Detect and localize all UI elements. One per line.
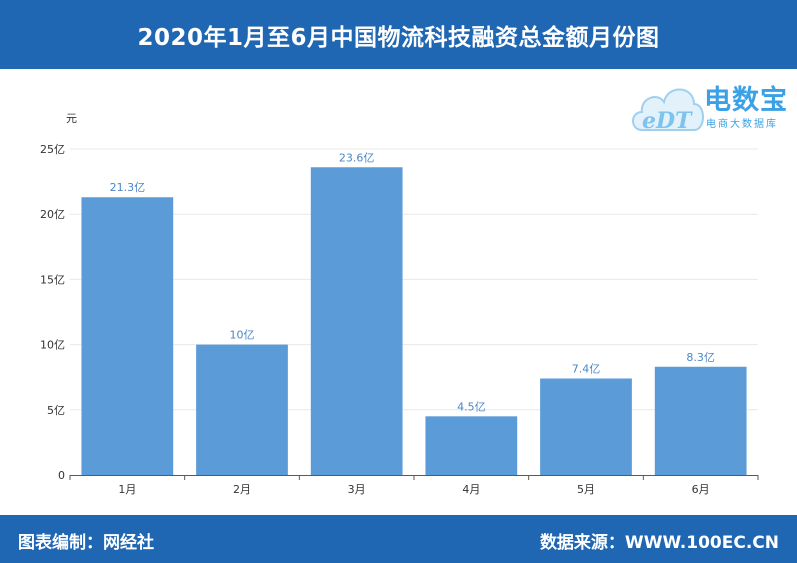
logo: eDT 电数宝 电商大数据库 — [628, 72, 793, 138]
y-tick-label: 20亿 — [40, 208, 65, 221]
bar — [81, 197, 174, 476]
x-tick-label: 1月 — [118, 483, 136, 496]
logo-name: 电数宝 — [704, 85, 788, 116]
data-label: 4.5亿 — [457, 400, 486, 413]
chart-header: 2020年1月至6月中国物流科技融资总金额月份图 — [0, 0, 797, 69]
y-axis-unit: 元 — [66, 112, 77, 125]
x-tick-label: 2月 — [233, 483, 251, 496]
bar — [310, 167, 403, 476]
axis-ticks: 0 5亿 10亿 15亿 20亿 25亿 1月 2月 3月 4月 5月 6月 — [40, 143, 759, 496]
y-tick-label: 10亿 — [40, 339, 65, 352]
x-tick-label: 5月 — [577, 483, 595, 496]
data-label: 7.4亿 — [572, 363, 601, 376]
x-tick-label: 3月 — [348, 483, 366, 496]
footer-credit: 图表编制：网经社 — [18, 533, 154, 553]
bar-chart: 21.3亿 10亿 23.6亿 4.5亿 7.4亿 8.3亿 0 5亿 10亿 15亿 20亿 25… — [40, 112, 759, 496]
cloud-logo-icon: eDT — [632, 88, 704, 134]
chart-title: 2020年1月至6月中国物流科技融资总金额月份图 — [137, 24, 660, 51]
logo-mark: eDT — [642, 108, 693, 134]
data-label: 23.6亿 — [339, 151, 375, 164]
data-label: 10亿 — [230, 329, 255, 342]
data-label: 21.3亿 — [110, 181, 146, 194]
logo-subtitle: 电商大数据库 — [706, 119, 778, 130]
y-tick-label: 5亿 — [47, 404, 65, 417]
y-tick-label: 0 — [58, 469, 65, 482]
data-labels: 21.3亿 10亿 23.6亿 4.5亿 7.4亿 8.3亿 — [110, 151, 715, 413]
bar — [654, 366, 747, 475]
chart-footer: 图表编制：网经社 数据来源：WWW.100EC.CN — [0, 515, 797, 563]
x-tick-label: 6月 — [692, 483, 710, 496]
y-tick-label: 25亿 — [40, 143, 65, 156]
footer-source: 数据来源：WWW.100EC.CN — [539, 533, 779, 553]
bars — [81, 167, 747, 476]
bar — [425, 416, 518, 475]
grid-lines — [70, 148, 758, 411]
y-tick-label: 15亿 — [40, 273, 65, 286]
x-tick-label: 4月 — [462, 483, 480, 496]
data-label: 8.3亿 — [686, 351, 715, 364]
bar — [540, 378, 632, 475]
bar — [196, 344, 288, 475]
